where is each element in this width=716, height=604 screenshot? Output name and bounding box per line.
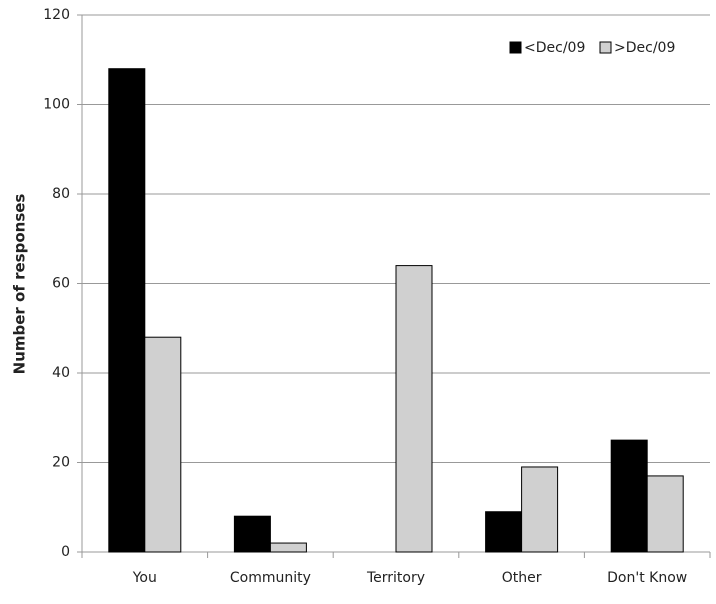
y-tick-label: 40: [52, 365, 70, 381]
y-tick-label: 80: [52, 186, 70, 202]
bar: [144, 336, 182, 553]
bar: [521, 466, 559, 553]
legend-label: <Dec/09: [524, 40, 585, 56]
y-tick-label: 60: [52, 276, 70, 292]
y-tick-label: 120: [43, 7, 70, 23]
x-tick-label: Territory: [366, 570, 425, 586]
bar: [646, 475, 684, 553]
x-tick-label: Don't Know: [607, 570, 687, 586]
x-tick-label: Community: [230, 570, 311, 586]
bar: [233, 515, 271, 553]
y-tick-label: 0: [61, 544, 70, 560]
y-tick-label: 100: [43, 97, 70, 113]
y-axis-label: Number of responses: [11, 194, 29, 375]
bar: [108, 68, 146, 553]
x-tick-label: You: [132, 570, 157, 586]
bar: [269, 542, 307, 553]
bar: [610, 439, 648, 553]
y-tick-label: 20: [52, 455, 70, 471]
legend-label: >Dec/09: [614, 40, 675, 56]
legend-swatch: [509, 41, 522, 54]
bar: [485, 511, 523, 553]
x-tick-label: Other: [502, 570, 542, 586]
legend-swatch: [599, 41, 612, 54]
bar: [395, 265, 433, 553]
